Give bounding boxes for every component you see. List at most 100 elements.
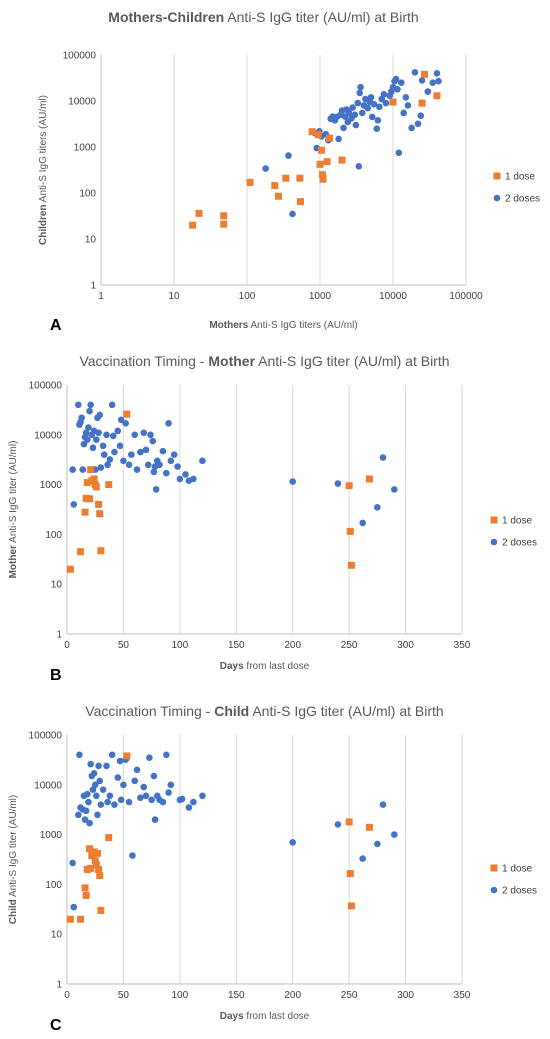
data-point-2-doses <box>125 461 133 469</box>
data-point-1-dose <box>81 884 89 892</box>
data-point-2-doses <box>167 781 175 789</box>
data-point-1-dose <box>389 98 397 106</box>
x-tick-label: 300 <box>397 990 414 1001</box>
data-point-1-dose <box>347 561 355 569</box>
data-point-1-dose <box>97 906 105 914</box>
data-point-2-doses <box>74 401 82 409</box>
data-point-2-doses <box>170 451 178 458</box>
data-point-1-dose <box>274 192 282 200</box>
data-point-2-doses <box>190 798 197 806</box>
data-point-2-doses <box>137 794 144 802</box>
data-point-2-doses <box>435 77 442 85</box>
data-point-1-dose <box>220 220 228 228</box>
data-point-2-doses <box>352 121 360 129</box>
data-point-1-dose <box>296 174 304 182</box>
data-point-2-doses <box>96 777 104 785</box>
x-tick-label: 350 <box>454 990 471 1001</box>
data-point-2-doses <box>357 83 364 91</box>
x-tick-label: 0 <box>64 640 70 651</box>
data-point-1-dose <box>345 482 353 490</box>
data-point-1-dose <box>314 131 322 139</box>
y-tick-label: 1000 <box>40 480 63 491</box>
data-point-2-doses <box>69 466 76 473</box>
y-tick-label: 100 <box>45 530 62 541</box>
y-tick-label: 1 <box>90 281 96 292</box>
data-point-2-doses <box>411 69 419 76</box>
data-point-2-doses <box>97 464 105 471</box>
data-point-2-doses <box>140 429 148 437</box>
data-point-2-doses <box>174 463 181 470</box>
legend-marker-2-doses <box>490 886 498 894</box>
data-point-1-dose <box>66 565 74 573</box>
data-point-2-doses <box>146 754 153 762</box>
data-point-2-doses <box>151 816 159 823</box>
data-point-2-doses <box>404 102 412 109</box>
data-point-2-doses <box>351 111 359 119</box>
data-point-2-doses <box>117 796 125 804</box>
chart-title: Vaccination Timing - Child Anti-S IgG ti… <box>85 703 443 719</box>
data-point-2-doses <box>95 762 102 770</box>
data-point-2-doses <box>390 486 398 493</box>
data-point-2-doses <box>140 783 148 791</box>
data-point-2-doses <box>131 431 139 439</box>
data-point-2-doses <box>382 99 390 107</box>
data-point-2-doses <box>84 436 91 443</box>
data-point-2-doses <box>408 124 415 132</box>
data-point-2-doses <box>106 456 114 463</box>
data-point-2-doses <box>429 79 437 86</box>
panel-label: B <box>50 667 62 684</box>
data-point-1-dose <box>77 548 85 556</box>
data-point-2-doses <box>359 855 366 862</box>
data-point-1-dose <box>323 158 331 166</box>
data-point-2-doses <box>103 762 110 770</box>
data-point-2-doses <box>359 519 366 527</box>
data-point-2-doses <box>133 466 141 473</box>
x-tick-label: 1 <box>98 291 104 302</box>
y-axis-label: Children Anti-S IgG titers (AU/ml) <box>38 95 49 245</box>
data-point-1-dose <box>345 818 353 826</box>
data-point-2-doses <box>87 760 94 768</box>
data-point-1-dose <box>123 410 131 418</box>
data-point-1-dose <box>282 174 290 182</box>
data-point-2-doses <box>86 819 93 827</box>
data-point-2-doses <box>165 789 172 796</box>
data-point-1-dose <box>271 182 279 190</box>
x-tick-label: 1000 <box>309 291 332 302</box>
x-tick-label: 10000 <box>379 291 407 302</box>
data-point-2-doses <box>114 774 122 781</box>
data-point-1-dose <box>338 156 346 164</box>
data-point-2-doses <box>69 859 76 867</box>
data-point-2-doses <box>111 801 118 808</box>
data-point-2-doses <box>122 420 129 427</box>
x-tick-label: 300 <box>397 640 414 651</box>
chart-panel-b: Vaccination Timing - Mother Anti-S IgG t… <box>8 353 537 684</box>
data-point-2-doses <box>84 790 91 798</box>
y-tick-label: 10000 <box>34 780 62 791</box>
data-point-2-doses <box>81 816 89 823</box>
data-point-2-doses <box>91 781 99 789</box>
data-point-2-doses <box>150 772 158 780</box>
data-point-1-dose <box>81 508 89 516</box>
data-point-2-doses <box>379 454 387 461</box>
legend-label: 2 doses <box>502 886 537 897</box>
y-tick-label: 10000 <box>34 430 62 441</box>
y-tick-label: 1 <box>56 630 62 641</box>
data-point-1-dose <box>346 527 354 535</box>
x-tick-label: 100 <box>239 291 256 302</box>
data-point-1-dose <box>316 160 324 168</box>
data-point-2-doses <box>144 461 152 469</box>
y-tick-label: 100000 <box>63 51 97 62</box>
y-tick-label: 1000 <box>40 830 63 841</box>
data-point-2-doses <box>394 85 401 93</box>
data-point-1-dose <box>77 915 85 923</box>
data-point-2-doses <box>373 125 381 132</box>
x-tick-label: 150 <box>228 990 245 1001</box>
data-point-1-dose <box>87 466 95 474</box>
chart-title: Vaccination Timing - Mother Anti-S IgG t… <box>79 353 449 369</box>
legend-label: 1 dose <box>502 516 532 527</box>
data-point-2-doses <box>120 457 127 465</box>
data-point-1-dose <box>92 861 100 869</box>
data-point-2-doses <box>152 486 160 493</box>
x-axis-label: Days from last dose <box>220 661 310 672</box>
data-point-2-doses <box>97 801 105 808</box>
